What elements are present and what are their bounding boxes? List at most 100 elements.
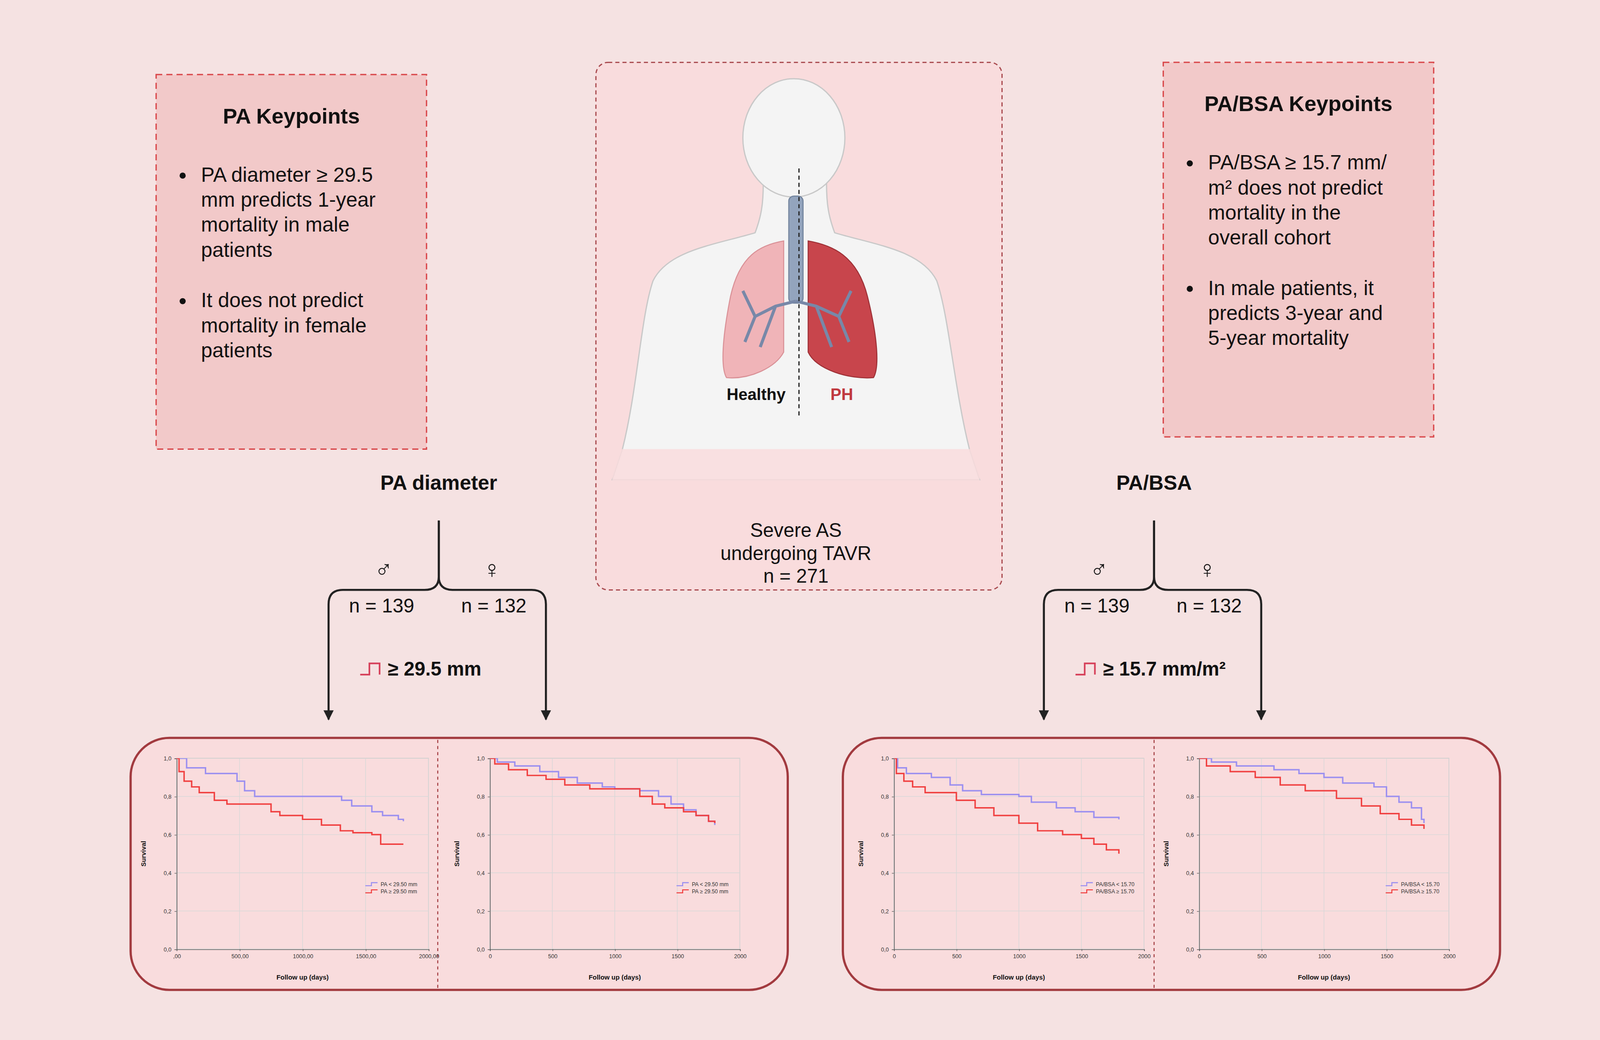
tick-mark xyxy=(487,796,490,798)
axis-title: Survival xyxy=(856,840,865,867)
tick: 1500,00 xyxy=(356,948,377,960)
tick-label: 1000,00 xyxy=(292,953,314,960)
tick-label: 0,2 xyxy=(1186,908,1195,915)
tick: 500,00 xyxy=(231,948,249,960)
survival-curve xyxy=(893,758,1119,820)
tick: 500 xyxy=(952,948,962,960)
tick: 0,6 xyxy=(476,832,490,839)
grid-line xyxy=(676,758,678,949)
tick-mark xyxy=(174,758,177,760)
survival-curve xyxy=(893,758,1119,854)
tick-mark xyxy=(1196,758,1200,760)
box xyxy=(156,74,427,450)
grid-line xyxy=(176,910,429,912)
tick: 0 xyxy=(1197,948,1201,960)
grid-line xyxy=(1199,872,1450,873)
tick: 2000 xyxy=(734,948,747,960)
tick: 0,2 xyxy=(1186,908,1200,915)
grid-line xyxy=(1143,758,1144,949)
y-axis: 0,00,20,40,60,81,0 xyxy=(880,755,895,953)
tick: 1500 xyxy=(671,948,684,960)
bullet-text: overall cohort xyxy=(1208,225,1331,249)
tick-mark xyxy=(1019,948,1020,952)
tick-label: 1000 xyxy=(1318,953,1331,960)
grid-line xyxy=(239,758,240,949)
caption: undergoing TAVR xyxy=(720,542,872,564)
tick-label: 1,0 xyxy=(476,755,485,762)
plot-frame xyxy=(489,758,740,949)
tick: 1000 xyxy=(608,948,622,960)
axis-title: Follow up (days) xyxy=(276,973,329,981)
chart: 05001000150020000,00,20,40,60,81,0Follow… xyxy=(856,755,1151,981)
tick-label: 500 xyxy=(952,953,962,960)
tick-mark xyxy=(1196,949,1200,950)
tick: 0,2 xyxy=(163,908,177,915)
tick: 0,6 xyxy=(1186,832,1200,839)
tick: 1000 xyxy=(1318,948,1331,960)
bullet-text: 5-year mortality xyxy=(1208,326,1349,350)
grid-line xyxy=(176,834,429,835)
branch-title: PA/BSA xyxy=(1116,471,1192,495)
bullet-text: In male patients, it xyxy=(1208,276,1374,300)
tick-label: 1500 xyxy=(1380,953,1394,960)
grid-line xyxy=(1199,757,1450,759)
tick-mark xyxy=(487,834,490,836)
tick-label: 1500,00 xyxy=(356,953,377,960)
legend-swatch xyxy=(365,882,378,886)
tick-label: 0,2 xyxy=(476,908,485,915)
grid xyxy=(893,758,1144,949)
bullet-text: PA diameter ≥ 29.5 xyxy=(200,163,373,187)
legend-label: PA/BSA ≥ 15.70 xyxy=(1400,888,1440,895)
bullet-text: mortality in female xyxy=(200,313,367,337)
legend-label: PA/BSA < 15.70 xyxy=(1400,881,1440,888)
grid-line xyxy=(176,757,429,759)
tick-mark xyxy=(1261,948,1263,952)
legend-swatch xyxy=(365,889,378,893)
panel-divider xyxy=(437,740,439,988)
tick-mark xyxy=(1196,872,1200,874)
tick-mark xyxy=(1196,796,1200,798)
legend-swatch xyxy=(1080,889,1093,893)
tick-label: ,00 xyxy=(173,953,182,960)
symbol: ♀ xyxy=(482,555,501,584)
tick: 0,0 xyxy=(1186,946,1200,953)
arrow xyxy=(438,520,546,720)
tick-label: 0 xyxy=(1197,953,1201,960)
bullet-text: patients xyxy=(200,238,273,262)
grid-line xyxy=(428,758,429,949)
label: Healthy xyxy=(726,385,786,404)
axis-line xyxy=(487,758,491,950)
tick-label: 0,8 xyxy=(880,793,889,800)
center-panel: HealthyPHSevere ASundergoing TAVRn = 271 xyxy=(596,62,1003,590)
tick-label: 500 xyxy=(548,953,558,960)
tick-mark xyxy=(174,949,177,950)
y-axis: 0,00,20,40,60,81,0 xyxy=(163,755,177,953)
grid-line xyxy=(489,796,740,797)
tick-mark xyxy=(892,949,895,950)
tick-mark xyxy=(892,834,895,836)
grid-line xyxy=(1448,758,1450,949)
tick: 0,8 xyxy=(880,793,894,800)
tick: 2000,00 xyxy=(419,948,440,960)
tick: 0,8 xyxy=(163,793,177,800)
tick-mark xyxy=(174,796,177,798)
threshold-icon xyxy=(1075,663,1096,675)
legend-label: PA < 29.50 mm xyxy=(380,881,418,888)
tick-mark xyxy=(677,948,678,952)
tick-label: 1,0 xyxy=(880,755,889,762)
tick-mark xyxy=(552,948,553,952)
legend: PA/BSA < 15.70PA/BSA ≥ 15.70 xyxy=(1385,881,1440,895)
divider xyxy=(798,168,800,419)
survival-curve xyxy=(176,758,404,822)
bullet-text: mm predicts 1-year xyxy=(200,188,376,212)
symbol: ♂ xyxy=(1089,555,1108,584)
tick-label: 0,0 xyxy=(476,946,485,953)
plot-frame xyxy=(893,758,1144,949)
axis-title: Survival xyxy=(452,840,461,867)
tick-mark xyxy=(302,948,304,952)
tick-label: 2000,00 xyxy=(419,953,440,960)
tick-mark xyxy=(1196,834,1200,836)
bullet-text: It does not predict xyxy=(200,288,364,312)
series-group xyxy=(489,758,715,825)
legend-label: PA/BSA ≥ 15.70 xyxy=(1096,888,1135,895)
